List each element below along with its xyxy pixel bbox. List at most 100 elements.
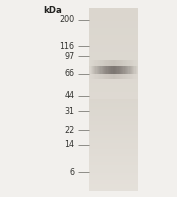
Bar [89, 90, 138, 92]
Bar [133, 66, 134, 74]
Bar [89, 94, 138, 96]
Bar [89, 35, 138, 37]
Bar [137, 60, 138, 79]
Bar [89, 142, 138, 143]
Bar [95, 60, 97, 79]
Bar [114, 60, 115, 79]
Text: 66: 66 [64, 69, 74, 78]
Bar [89, 57, 138, 59]
Bar [99, 66, 100, 74]
Bar [89, 132, 138, 134]
Bar [103, 66, 104, 74]
Bar [134, 66, 136, 74]
Bar [119, 66, 120, 74]
Bar [89, 111, 138, 112]
Bar [89, 50, 138, 52]
Bar [102, 66, 103, 74]
Bar [105, 66, 106, 74]
Bar [115, 66, 116, 74]
Bar [95, 66, 97, 74]
Bar [89, 56, 138, 57]
Bar [89, 46, 138, 48]
Text: 6: 6 [69, 168, 74, 177]
Bar [89, 182, 138, 184]
Bar [93, 60, 94, 79]
Bar [89, 30, 138, 32]
Bar [128, 60, 130, 79]
Bar [89, 167, 138, 169]
Bar [92, 60, 93, 79]
Bar [89, 164, 138, 165]
Bar [133, 60, 134, 79]
Bar [89, 8, 138, 191]
Bar [89, 66, 91, 74]
Bar [126, 66, 127, 74]
Bar [89, 65, 138, 67]
Bar [89, 77, 138, 79]
Bar [114, 66, 115, 74]
Bar [106, 60, 108, 79]
Bar [89, 67, 138, 68]
Bar [113, 60, 114, 79]
Bar [89, 109, 138, 111]
Bar [120, 60, 121, 79]
Bar [89, 19, 138, 21]
Bar [89, 160, 138, 162]
Bar [89, 101, 138, 103]
Bar [132, 60, 133, 79]
Bar [97, 66, 98, 74]
Bar [137, 66, 138, 74]
Bar [97, 60, 98, 79]
Bar [103, 60, 104, 79]
Bar [89, 81, 138, 83]
Bar [117, 66, 119, 74]
Bar [89, 43, 138, 45]
Bar [111, 66, 113, 74]
Bar [136, 66, 137, 74]
Bar [89, 85, 138, 87]
Bar [89, 63, 138, 65]
Bar [110, 60, 111, 79]
Bar [117, 60, 119, 79]
Bar [89, 15, 138, 17]
Bar [134, 60, 136, 79]
Bar [89, 114, 138, 116]
Bar [92, 66, 93, 74]
Text: 97: 97 [64, 52, 74, 61]
Text: kDa: kDa [44, 6, 62, 15]
Bar [89, 118, 138, 120]
Bar [89, 131, 138, 132]
Bar [89, 184, 138, 186]
Bar [89, 70, 138, 72]
Bar [89, 165, 138, 167]
Bar [89, 83, 138, 85]
Bar [89, 26, 138, 28]
Bar [130, 60, 131, 79]
Bar [89, 156, 138, 158]
Bar [89, 138, 138, 140]
Bar [131, 60, 132, 79]
Bar [89, 116, 138, 118]
Bar [121, 66, 122, 74]
Bar [89, 59, 138, 61]
Text: 44: 44 [64, 91, 74, 100]
Bar [89, 99, 138, 101]
Bar [109, 60, 110, 79]
Bar [89, 147, 138, 149]
Bar [89, 8, 138, 10]
Bar [89, 175, 138, 177]
Bar [89, 41, 138, 43]
Bar [89, 79, 138, 81]
Bar [108, 66, 109, 74]
Bar [89, 68, 138, 70]
Bar [89, 72, 138, 74]
Bar [125, 60, 126, 79]
Bar [89, 189, 138, 191]
Bar [131, 66, 132, 74]
Bar [104, 60, 105, 79]
Text: 31: 31 [64, 107, 74, 116]
Bar [89, 39, 138, 41]
Bar [89, 48, 138, 50]
Bar [116, 60, 117, 79]
Bar [125, 66, 126, 74]
